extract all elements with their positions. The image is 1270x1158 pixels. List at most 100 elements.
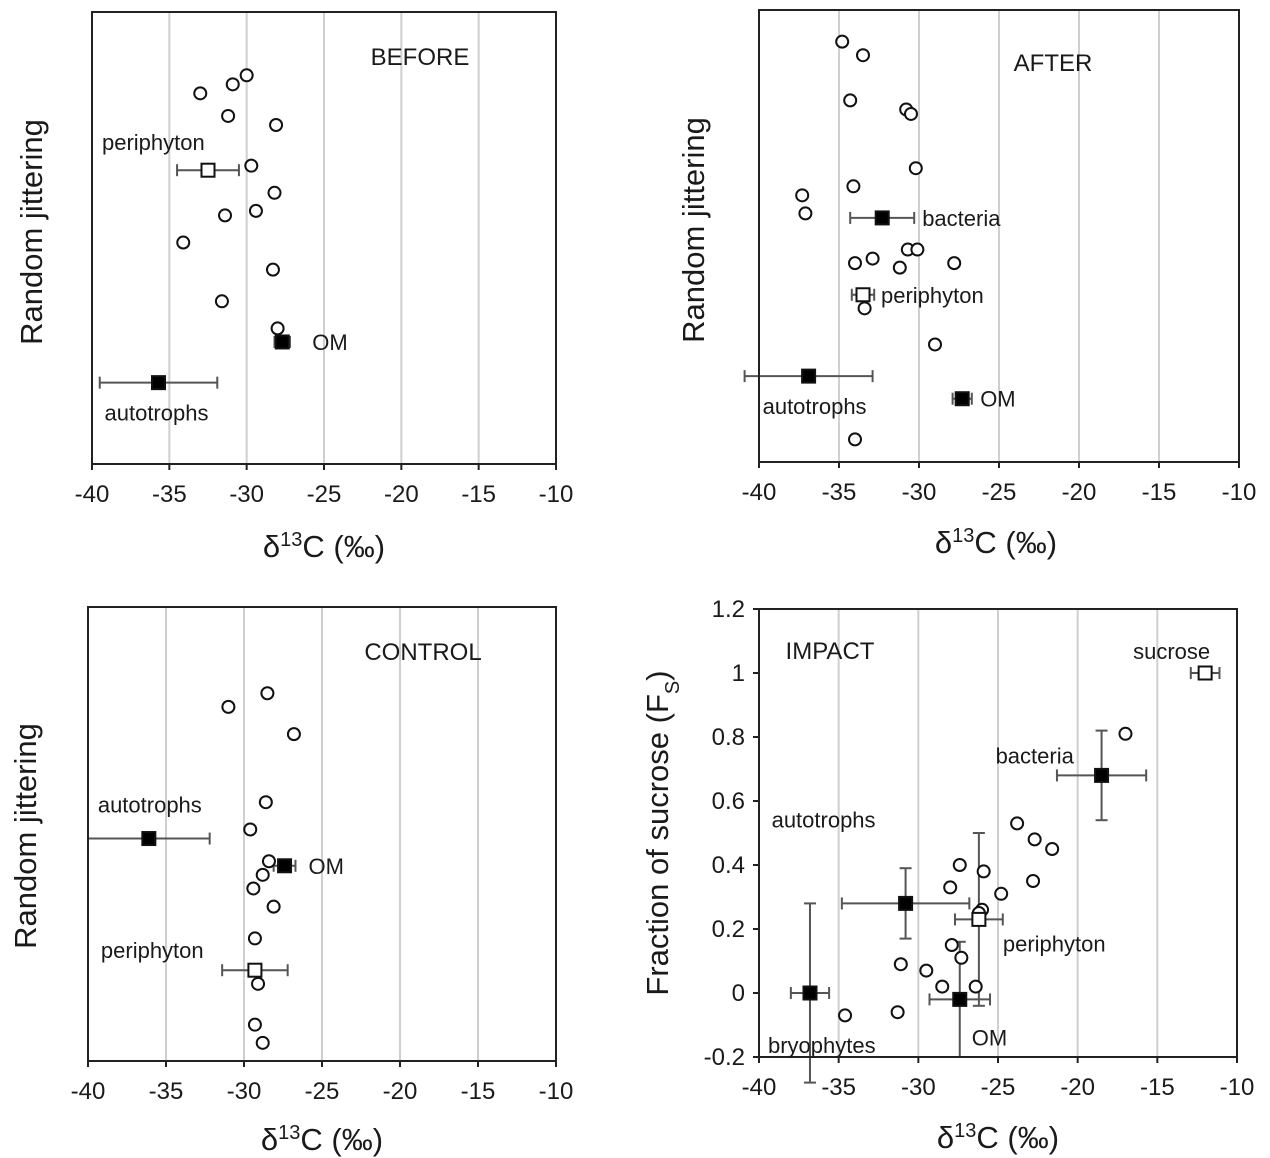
consumer-point (267, 185, 282, 200)
consumer-point (994, 886, 1009, 901)
consumer-point (890, 1005, 905, 1020)
source-label-bacteria: bacteria (996, 743, 1075, 768)
consumer-point (251, 976, 266, 991)
y-tick-label: 1 (732, 660, 745, 687)
consumer-point (893, 957, 908, 972)
panel-after: -40 -35 -30 -25 -20 -15 -10 bacteria periphyton… (676, 9, 1257, 560)
source-marker-autotrophs (801, 368, 817, 384)
x-tick-label: -10 (1220, 1074, 1255, 1101)
y-axis-title: Random jittering (8, 723, 43, 949)
consumer-point (214, 294, 229, 309)
consumer-point (265, 262, 280, 277)
source-label-bacteria: bacteria (922, 206, 1001, 231)
consumer-point (943, 880, 958, 895)
consumer-point (976, 864, 991, 879)
consumer-point (904, 106, 918, 121)
source-marker-autotrophs (898, 895, 914, 911)
x-tick-label: -35 (822, 479, 857, 506)
x-tick-label: -40 (742, 479, 777, 506)
x-tick-label: -40 (71, 1078, 106, 1105)
source-label-sucrose: sucrose (1133, 639, 1210, 664)
consumer-point (261, 854, 276, 869)
source-marker-periphyton (855, 287, 871, 303)
x-tick-label: -35 (821, 1074, 856, 1101)
x-axis-title: δ13C (‰) (261, 1122, 383, 1157)
consumer-point (838, 1008, 853, 1023)
consumer-point (266, 899, 281, 914)
source-marker-OM (274, 334, 290, 350)
consumer-point (221, 699, 236, 714)
consumer-point (258, 795, 273, 810)
consumer-point (1010, 816, 1025, 831)
x-axis-title: δ13C (‰) (263, 529, 385, 564)
consumer-point (947, 256, 962, 271)
source-marker-OM (954, 391, 970, 407)
x-tick-label: -30 (227, 1078, 262, 1105)
consumer-point (239, 68, 254, 83)
consumer-point (848, 256, 862, 271)
consumer-point (260, 686, 275, 701)
panel-title: AFTER (1014, 50, 1093, 77)
x-tick-label: -20 (384, 481, 419, 508)
consumer-point (865, 251, 880, 266)
consumer-point (928, 337, 942, 352)
consumer-point (795, 188, 810, 203)
source-marker-periphyton (247, 962, 263, 978)
consumer-point (246, 881, 261, 896)
consumer-point (286, 727, 301, 742)
x-tick-label: -35 (149, 1078, 184, 1105)
x-tick-label: -10 (539, 1078, 574, 1105)
x-tick-label: -25 (981, 1074, 1016, 1101)
source-label-bryophytes: bryophytes (768, 1033, 876, 1058)
x-tick-label: -35 (152, 481, 187, 508)
consumer-point (1045, 842, 1060, 856)
consumer-point (843, 93, 858, 108)
panel-title: IMPACT (786, 638, 875, 665)
consumer-point (1027, 832, 1042, 847)
x-tick-label: -25 (305, 1078, 340, 1105)
source-label-OM: OM (972, 1025, 1007, 1050)
x-axis-title: δ13C (‰) (937, 1120, 1059, 1155)
consumer-point (225, 77, 240, 92)
consumer-point (255, 1035, 270, 1050)
consumer-point (176, 235, 191, 250)
source-label-periphyton: periphyton (1003, 931, 1106, 956)
source-marker-bacteria (874, 210, 890, 226)
source-marker-autotrophs (141, 831, 157, 847)
consumer-point (835, 34, 850, 49)
consumer-point (218, 208, 233, 223)
consumer-point (952, 858, 967, 872)
panel-control: -40 -35 -30 -25 -20 -15 -10 autotrophs OM periph… (8, 606, 574, 1157)
x-tick-label: -20 (383, 1078, 418, 1105)
source-label-autotrophs: autotrophs (772, 807, 876, 832)
y-tick-label: 1.2 (712, 596, 745, 623)
source-label-OM: OM (312, 330, 347, 355)
consumer-point (1118, 726, 1133, 741)
y-tick-label: 0.6 (712, 788, 745, 815)
x-tick-label: -10 (1222, 479, 1257, 506)
x-tick-label: -40 (742, 1074, 777, 1101)
consumer-point (968, 979, 983, 994)
source-marker-periphyton (971, 911, 987, 927)
consumer-point (269, 118, 284, 132)
source-label-periphyton: periphyton (102, 130, 205, 155)
x-tick-label: -30 (902, 479, 937, 506)
x-tick-label: -20 (1062, 479, 1097, 506)
consumer-point (919, 963, 934, 978)
source-marker-sucrose (1197, 665, 1213, 681)
consumer-point (954, 950, 969, 965)
x-axis-title: δ13C (‰) (935, 525, 1057, 560)
consumer-point (857, 301, 872, 316)
y-tick-label: 0.8 (712, 724, 745, 751)
y-axis-title: Random jittering (676, 117, 711, 343)
consumer-point (193, 86, 208, 101)
x-tick-label: -20 (1060, 1074, 1095, 1101)
consumer-point (892, 260, 907, 275)
source-label-autotrophs: autotrophs (98, 793, 202, 818)
consumer-point (247, 931, 262, 946)
y-tick-label: 0.4 (712, 852, 745, 879)
consumer-point (221, 108, 236, 123)
consumer-point (248, 203, 263, 218)
consumer-point (255, 867, 270, 882)
